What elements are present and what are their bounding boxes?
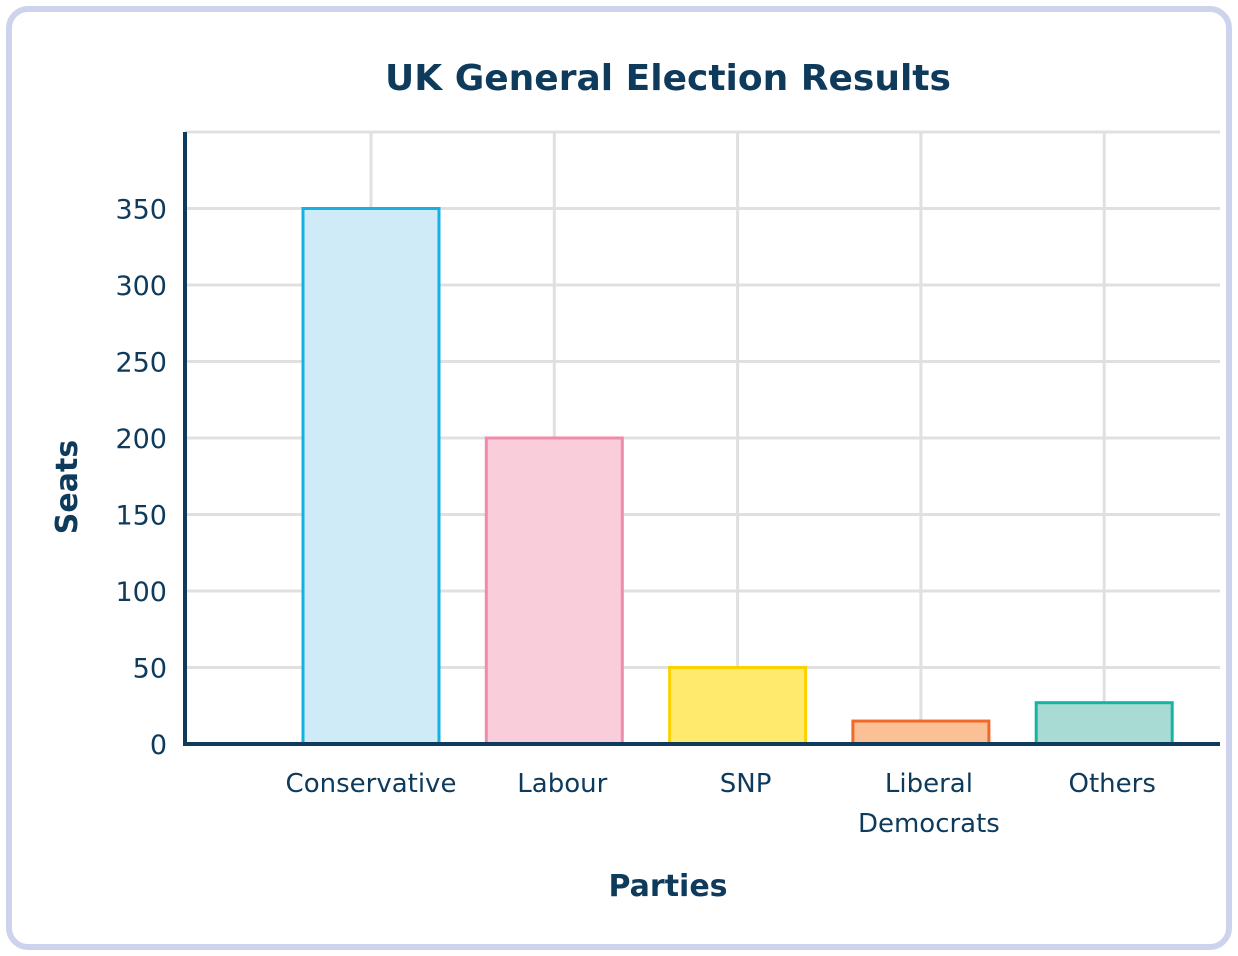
x-tick-label-line: Labour [517, 769, 607, 799]
y-tick-label: 0 [150, 730, 167, 761]
x-tick-label-line: Conservative [286, 769, 457, 799]
chart-title: UK General Election Results [385, 58, 951, 99]
x-tick-label: SNP [720, 769, 772, 799]
x-tick-label-line: SNP [720, 769, 772, 799]
y-tick-label: 100 [115, 577, 167, 608]
bar-snp [668, 666, 808, 746]
x-tick-label: Others [1069, 769, 1156, 799]
y-tick-label: 300 [115, 271, 167, 302]
y-tick-label: 200 [115, 424, 167, 455]
y-tick-label: 350 [115, 195, 167, 226]
x-axis-label: Parties [608, 869, 727, 904]
y-axis-label: Seats [50, 440, 85, 534]
bar-others [1034, 701, 1174, 746]
bar-labour [484, 436, 624, 746]
y-tick-label: 250 [115, 348, 167, 379]
bar-liberal-democrats [851, 719, 991, 746]
bar-conservative [301, 207, 441, 746]
x-tick-label: Conservative [286, 769, 457, 799]
y-tick-label: 50 [133, 654, 167, 685]
x-tick-label: Labour [517, 769, 607, 799]
x-tick-label-line: Liberal [885, 769, 973, 799]
y-tick-label: 150 [115, 501, 167, 532]
x-tick-label: Liberal Democrats [858, 769, 1000, 839]
x-tick-label-line: Others [1069, 769, 1156, 799]
x-tick-label-line: Democrats [858, 809, 1000, 839]
